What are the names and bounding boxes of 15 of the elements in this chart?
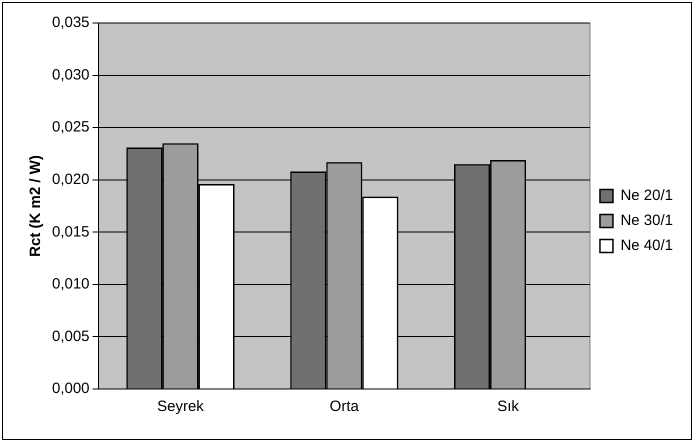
y-tick-label: 0,020	[52, 171, 90, 188]
legend-label: Ne 30/1	[620, 212, 674, 230]
y-tick-label: 0,025	[52, 118, 90, 136]
x-tick-label: Orta	[330, 398, 360, 416]
y-tick-label: 0,035	[52, 14, 90, 32]
y-tick-label: 0,015	[52, 223, 90, 240]
y-tick-label: 0,000	[52, 380, 90, 398]
y-tick-label: 0,010	[52, 276, 90, 293]
y-tick-label: 0,030	[52, 66, 90, 84]
legend-label: Ne 40/1	[620, 237, 674, 254]
x-tick-label: Seyrek	[157, 398, 204, 416]
legend-label: Ne 20/1	[620, 187, 674, 204]
y-tick-label: 0,005	[52, 328, 90, 345]
y-axis-title: Rct (K m2 / W)	[27, 155, 44, 257]
x-tick-label: Sık	[497, 398, 520, 416]
